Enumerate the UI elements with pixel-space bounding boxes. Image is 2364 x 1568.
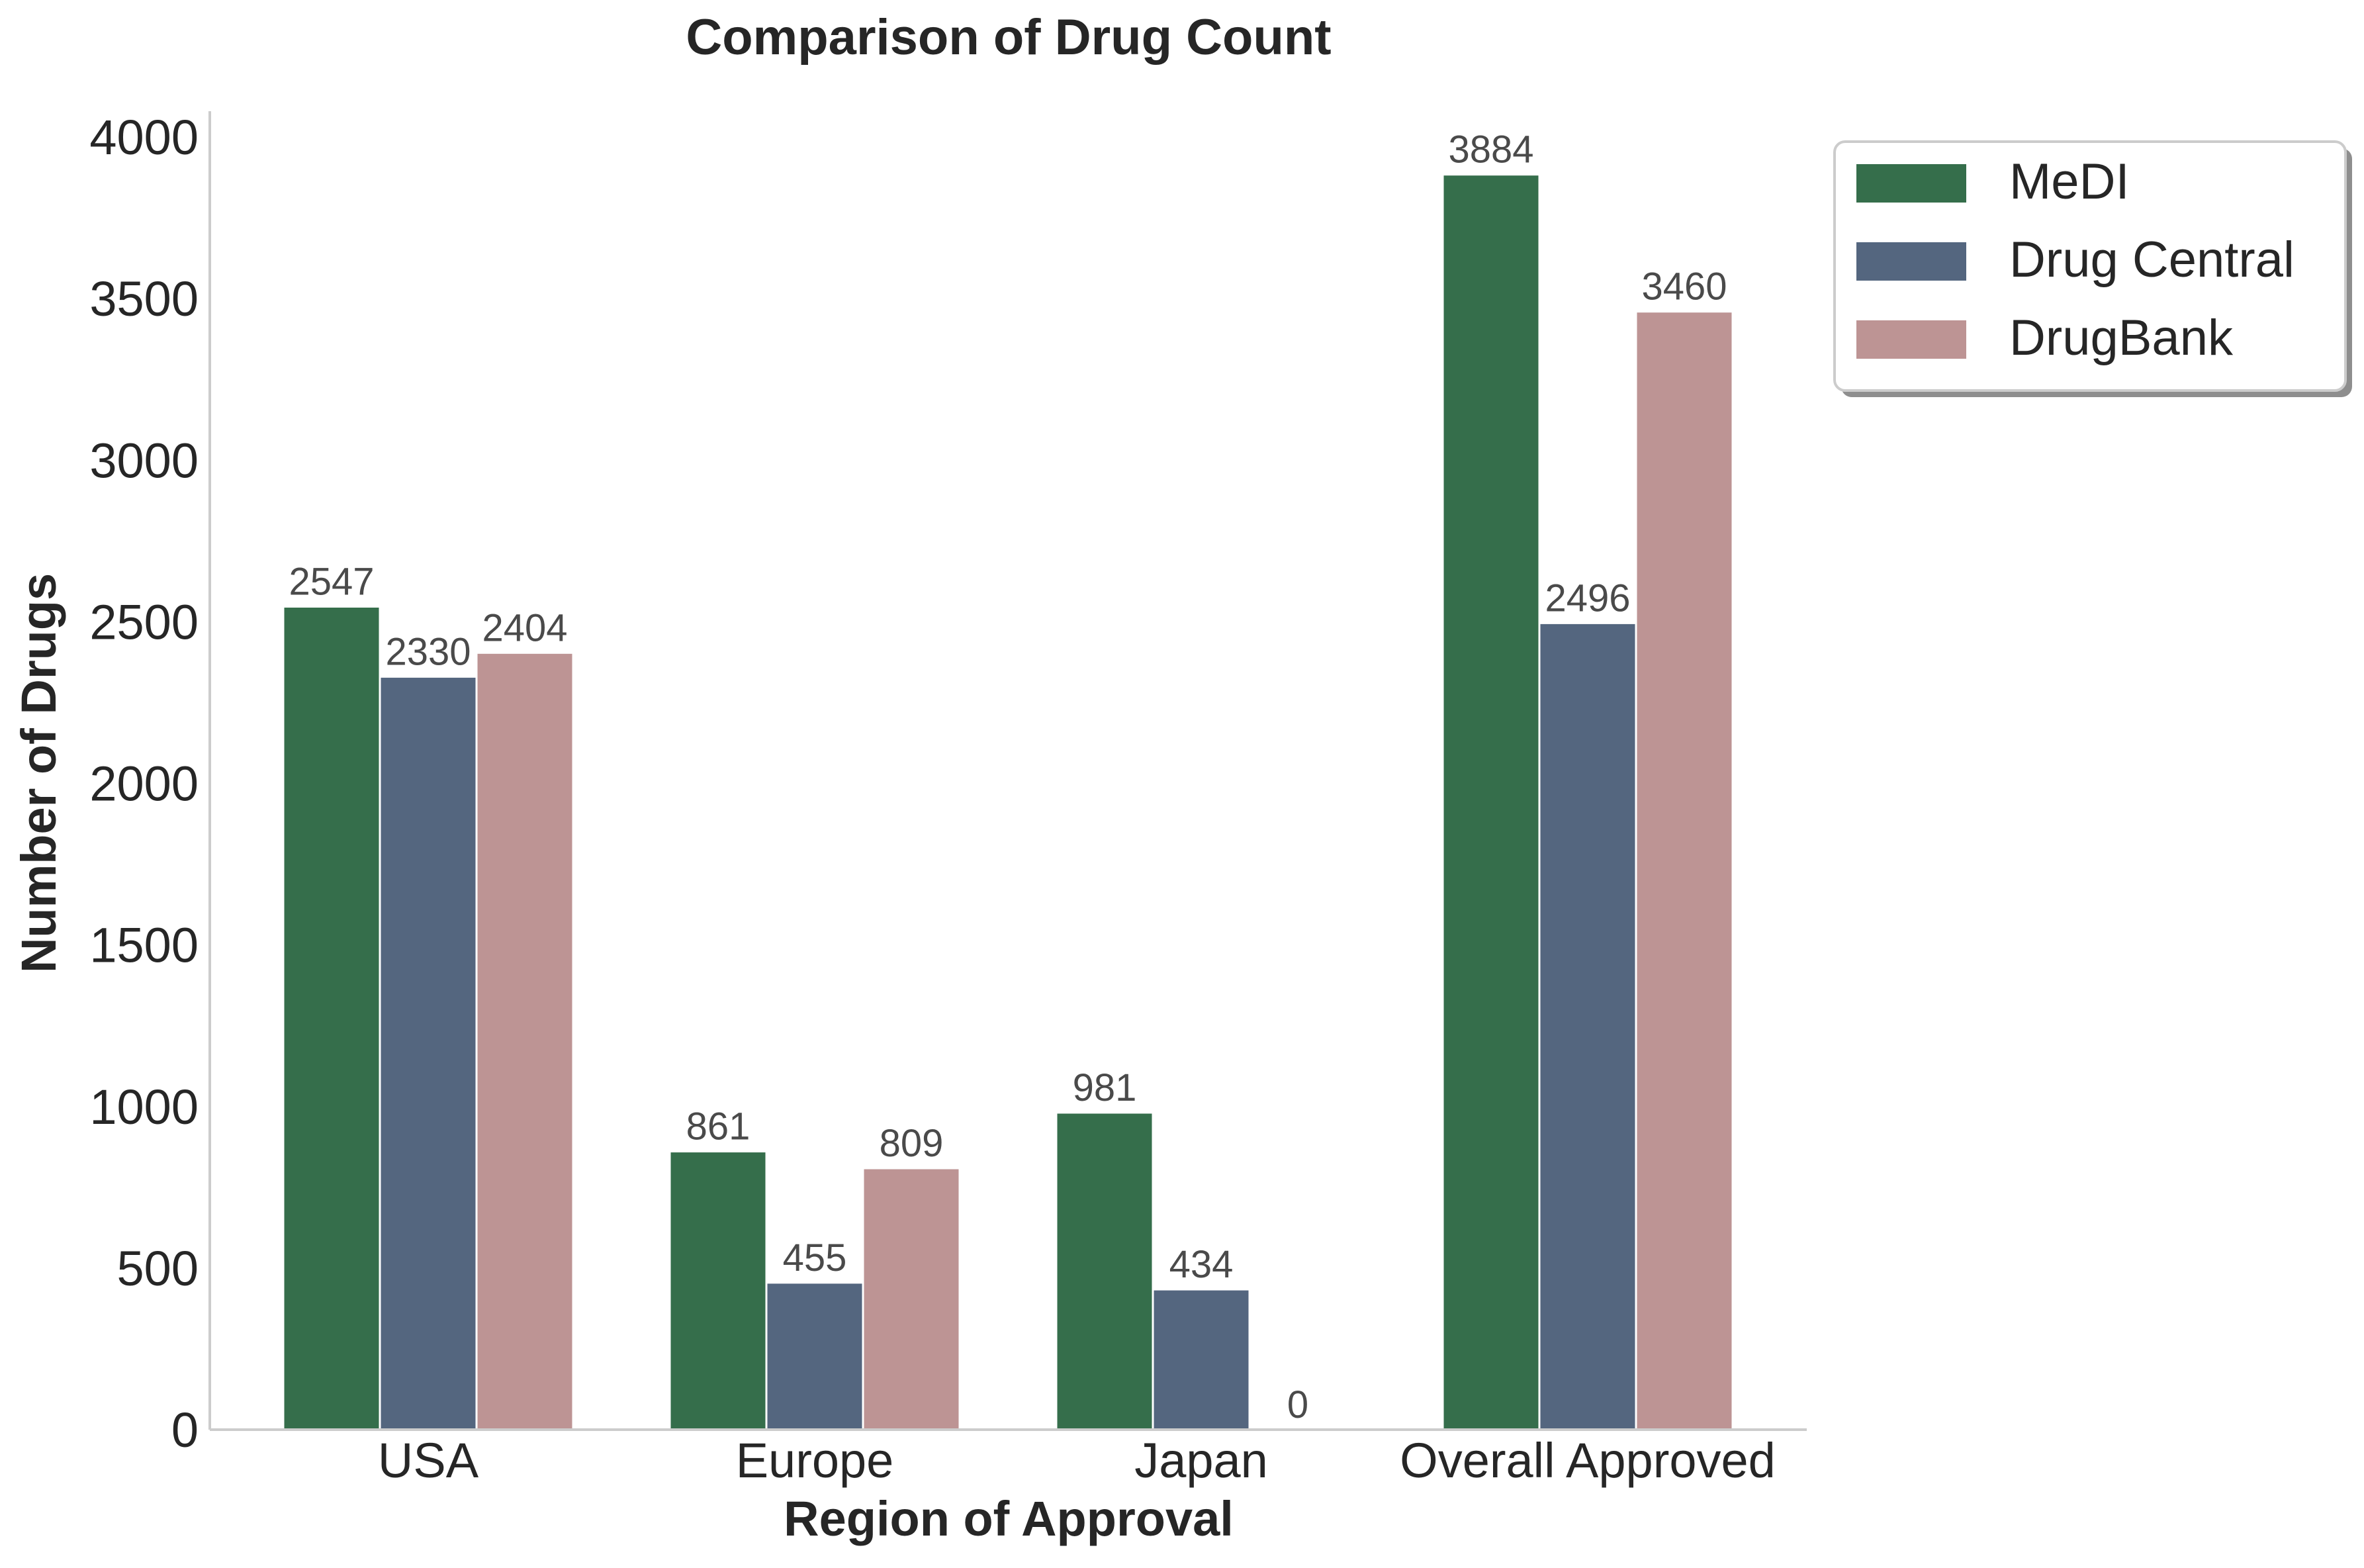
bar-medi-overall-approved [1441,173,1541,1431]
x-tick-label: Japan [1134,1433,1268,1488]
y-tick-label: 2500 [89,594,199,649]
y-tick-label: 1500 [89,918,199,973]
x-tick-label: USA [378,1433,479,1488]
bar-drugbank-overall-approved [1635,310,1734,1431]
legend-label: MeDI [2009,154,2130,210]
bar-drug-central-japan [1152,1288,1251,1431]
bar-drug-central-usa [379,675,478,1431]
x-tick-label: Overall Approved [1400,1433,1776,1488]
legend-swatch-medi [1856,164,1966,203]
y-tick-labels: 0 500 1000 1500 2000 2500 3000 3500 4000 [89,110,199,1457]
x-axis-label: Region of Approval [784,1491,1234,1546]
y-tick-label: 1000 [89,1080,199,1134]
plot-area: 2547 2330 2404 861 455 809 981 434 0 3884 2496 3460… [89,110,1807,1488]
data-label: 981 [1073,1066,1137,1109]
data-label: 0 [1287,1383,1308,1426]
bar-drug-central-overall-approved [1538,622,1637,1431]
legend-items: MeDI Drug Central DrugBank [1856,154,2295,366]
legend-swatch-drugbank [1856,320,1966,359]
data-label: 434 [1169,1243,1234,1286]
legend-swatch-drug-central [1856,242,1966,281]
y-tick-label: 0 [171,1403,199,1457]
legend: MeDI Drug Central DrugBank [1833,140,2352,397]
y-tick-label: 2000 [89,757,199,811]
chart-title: Comparison of Drug Count [686,9,1331,66]
bar-medi-usa [282,606,381,1431]
y-tick-label: 4000 [89,110,199,165]
data-label: 809 [880,1122,944,1165]
legend-label: Drug Central [2009,232,2295,288]
y-tick-label: 500 [117,1241,199,1296]
bars-layer [282,173,1734,1431]
data-label: 2496 [1545,576,1630,620]
bar-drug-central-europe [765,1281,864,1431]
x-tick-labels: USA Europe Japan Overall Approved [378,1433,1776,1488]
bar-drugbank-usa [475,651,574,1431]
data-label: 2547 [289,561,374,604]
y-tick-label: 3000 [89,433,199,488]
x-tick-label: Europe [736,1433,894,1488]
data-label: 455 [783,1236,847,1279]
data-labels-layer: 2547 2330 2404 861 455 809 981 434 0 3884 2496 3460 [289,128,1727,1426]
data-label: 2330 [385,630,471,673]
bar-medi-japan [1055,1111,1154,1431]
data-label: 3460 [1641,265,1727,308]
y-axis-label: Number of Drugs [11,573,66,973]
y-tick-label: 3500 [89,271,199,326]
data-label: 2404 [482,606,567,649]
bar-drugbank-europe [862,1167,961,1431]
data-label: 3884 [1448,128,1533,171]
bar-medi-europe [668,1150,768,1431]
data-label: 861 [686,1105,750,1148]
legend-label: DrugBank [2009,310,2234,366]
